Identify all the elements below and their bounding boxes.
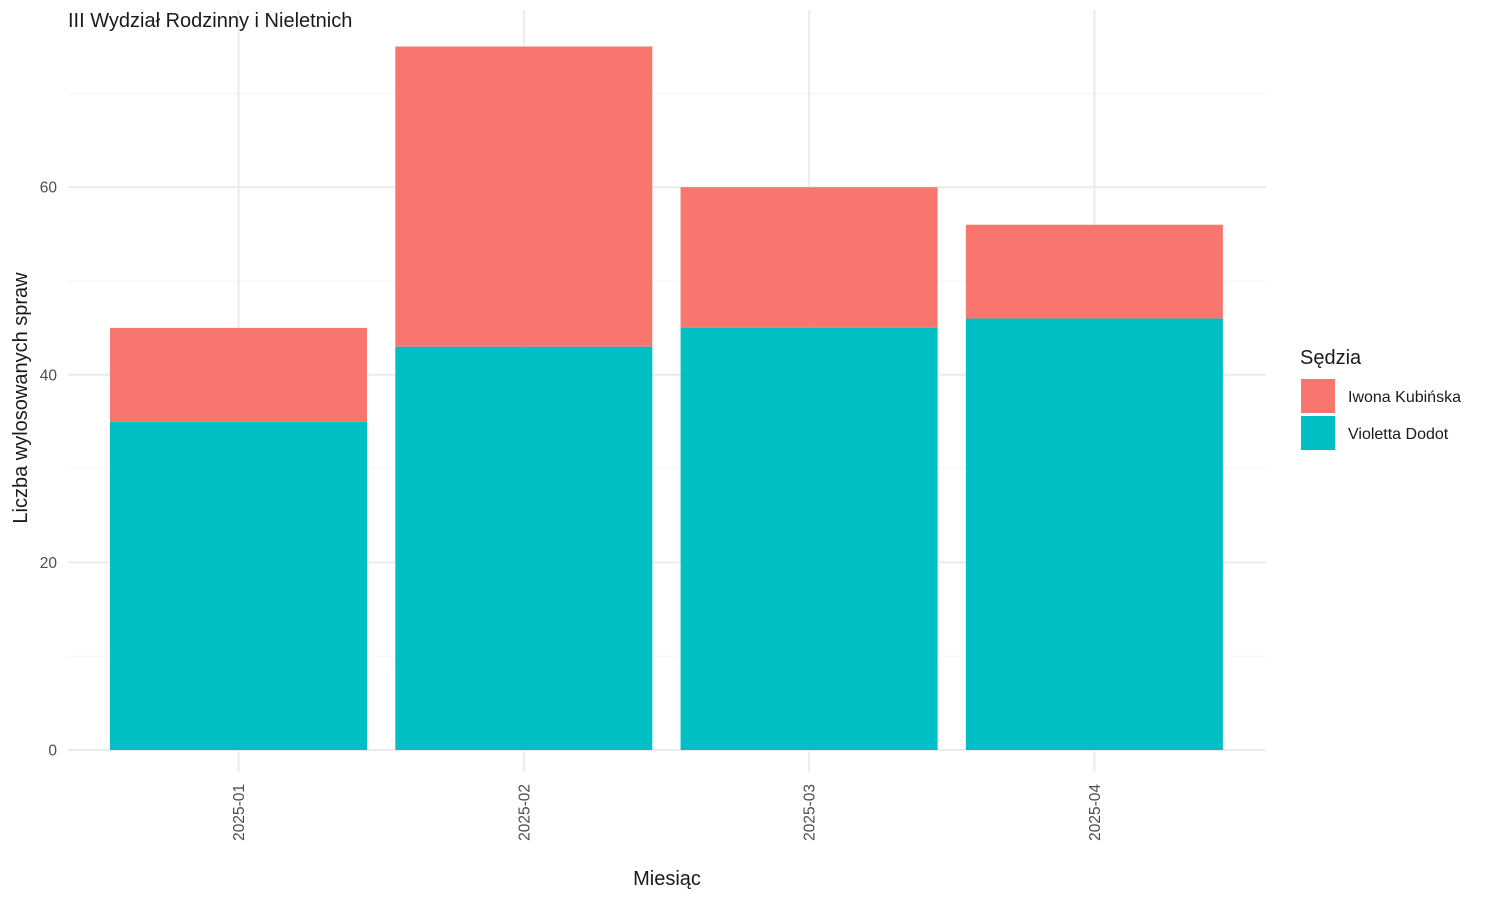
- y-tick-label: 40: [40, 367, 58, 384]
- legend: Sędzia Iwona Kubińska Violetta Dodot: [1300, 347, 1461, 450]
- y-tick-label: 60: [40, 180, 58, 197]
- bar-segment-violetta-dodot: [110, 421, 367, 750]
- bar-segment-iwona-kubinska: [110, 327, 367, 422]
- bar-segment-iwona-kubinska: [680, 187, 938, 328]
- x-tick-label: 2025-01: [231, 784, 248, 841]
- x-tick-label: 2025-04: [1087, 784, 1104, 841]
- bars-layer: [110, 46, 1223, 750]
- y-tick-label: 20: [40, 555, 58, 572]
- chart-title: III Wydział Rodzinny i Nieletnich: [68, 10, 352, 32]
- x-axis-title: Miesiąc: [633, 868, 701, 890]
- bar-segment-violetta-dodot: [965, 318, 1223, 750]
- bar-segment-iwona-kubinska: [395, 46, 653, 347]
- legend-label: Iwona Kubińska: [1348, 389, 1461, 406]
- bar-segment-violetta-dodot: [395, 346, 653, 750]
- legend-title: Sędzia: [1300, 347, 1362, 369]
- bar-segment-violetta-dodot: [680, 327, 938, 750]
- x-axis-ticks: 2025-01 2025-02 2025-03 2025-04: [231, 784, 1104, 841]
- y-tick-label: 0: [48, 743, 57, 760]
- legend-key: [1301, 379, 1335, 413]
- legend-key: [1301, 416, 1335, 450]
- y-axis-title: Liczba wylosowanych spraw: [10, 272, 32, 524]
- y-axis-ticks: 0 20 40 60: [40, 180, 58, 760]
- legend-label: Violetta Dodot: [1348, 426, 1449, 443]
- bar-segment-iwona-kubinska: [965, 224, 1223, 319]
- x-tick-label: 2025-03: [802, 784, 819, 841]
- x-tick-label: 2025-02: [516, 784, 533, 841]
